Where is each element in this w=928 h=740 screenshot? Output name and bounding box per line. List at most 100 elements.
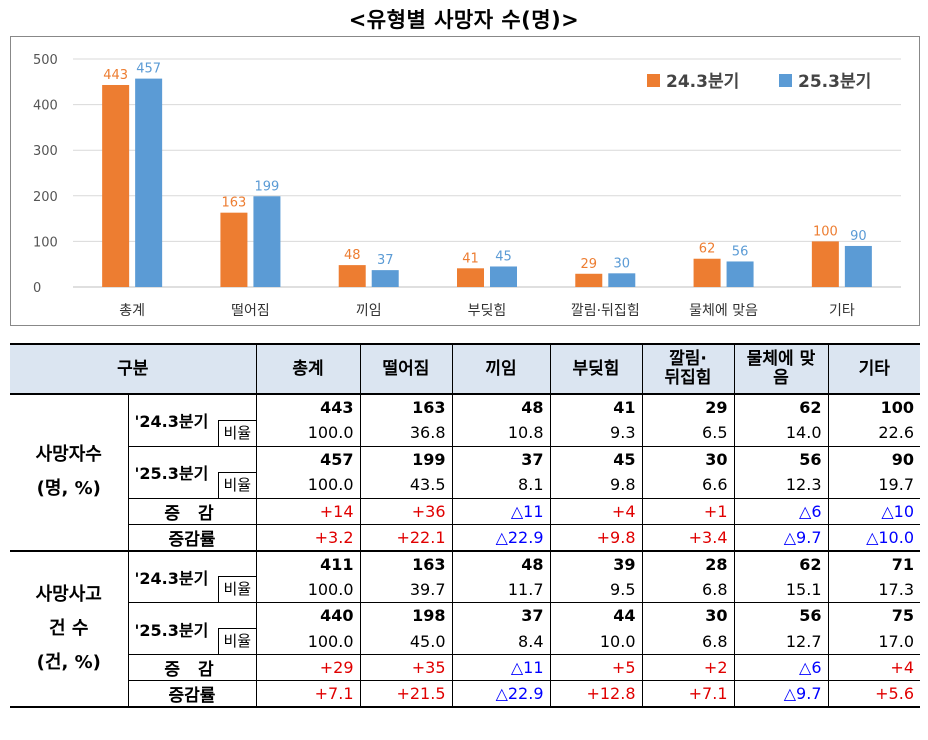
table-cell: +22.1 (359, 524, 452, 552)
category-label: 깔림·뒤집힘 (571, 303, 640, 319)
y-tick-label: 200 (33, 190, 58, 205)
table-cell: 443 (255, 393, 360, 420)
table-cell: 9.8 (549, 472, 642, 499)
data-label: 199 (255, 179, 280, 194)
ratio-label: 비율 (218, 628, 256, 654)
table-cell: +5.6 (827, 680, 920, 708)
table-cell: +12.8 (549, 680, 642, 708)
data-table: 구분 총계 떨어짐 끼임 부딪힘 깔림· 뒤집힘 물체에 맞음 기타 사망자수 (명, %) '24… (10, 343, 920, 708)
table-cell: 30 (641, 446, 734, 472)
table-cell: 6.5 (641, 420, 734, 447)
table-cell: +3.4 (641, 524, 734, 552)
table-cell: 48 (451, 393, 550, 420)
ratio-label: 비율 (218, 419, 256, 446)
data-label: 163 (222, 196, 247, 211)
table-cell: 6.6 (641, 472, 734, 499)
table-cell: 71 (827, 550, 920, 577)
data-label: 41 (462, 251, 479, 266)
category-label: 물체에 맞음 (689, 303, 758, 319)
category-label: 기타 (829, 303, 855, 319)
category-label: 총계 (119, 303, 145, 319)
bar (371, 270, 399, 287)
table-cell: △10.0 (827, 524, 920, 552)
table-cell: △6 (733, 498, 828, 525)
table-cell: 100.0 (255, 628, 360, 655)
table-cell: 163 (359, 393, 452, 420)
table-cell: +7.1 (641, 680, 734, 708)
section-label: 사망자수 (명, %) (10, 393, 129, 552)
table-cell: 14.0 (733, 420, 828, 447)
bar (811, 241, 839, 287)
table-cell: +35 (359, 654, 452, 681)
table-cell: 37 (451, 602, 550, 629)
quarter-label: '24.3분기 (128, 550, 218, 603)
bar (102, 84, 130, 287)
table-cell: △11 (451, 498, 550, 525)
table-row: 100.0 43.5 8.1 9.8 6.6 12.3 19.7 (10, 472, 920, 499)
data-label: 37 (377, 253, 394, 268)
table-cell: 17.3 (827, 576, 920, 603)
data-label: 457 (136, 62, 161, 77)
bar (338, 265, 366, 287)
table-cell: +3.2 (255, 524, 360, 552)
bar (135, 78, 163, 287)
legend-swatch (647, 74, 660, 87)
table-cell: 411 (255, 550, 360, 577)
table-cell: 8.4 (451, 628, 550, 655)
rate-label: 증감률 (128, 680, 256, 708)
table-cell: 100 (827, 393, 920, 420)
table-cell: 198 (359, 602, 452, 629)
change-label: 증 감 (128, 654, 256, 681)
table-row: '25.3분기 비율 457 199 37 45 30 56 90 (10, 446, 920, 499)
column-header: 깔림· 뒤집힘 (641, 343, 734, 395)
table-cell: 39 (549, 550, 642, 577)
rate-label: 증감률 (128, 524, 256, 552)
bar (457, 268, 484, 287)
table-cell: 12.7 (733, 628, 828, 655)
table-cell: 9.5 (549, 576, 642, 603)
table-cell: 100.0 (255, 420, 360, 447)
table-cell: 43.5 (359, 472, 452, 499)
ratio-label: 비율 (218, 471, 256, 498)
table-cell: △11 (451, 654, 550, 681)
table-cell: 39.7 (359, 576, 452, 603)
ratio-label-cell: 비율 (218, 550, 256, 603)
column-header: 끼임 (451, 343, 550, 395)
table-cell: 28 (641, 550, 734, 577)
bar-chart: 0 100 200 300 400 500 443 457 총계 163 199 떨어짐 48 37 끼임 4… (10, 36, 920, 326)
table-cell: +36 (359, 498, 452, 525)
bar (490, 266, 517, 287)
table-cell: +5 (549, 654, 642, 681)
column-header: 총계 (255, 343, 360, 395)
table-cell: 75 (827, 602, 920, 629)
table-cell: 37 (451, 446, 550, 472)
data-label: 45 (495, 249, 512, 264)
table-header-row: 구분 총계 떨어짐 끼임 부딪힘 깔림· 뒤집힘 물체에 맞음 기타 (10, 343, 920, 395)
table-row: 100.0 45.0 8.4 10.0 6.8 12.7 17.0 (10, 628, 920, 655)
y-tick-label: 300 (33, 144, 58, 159)
table-cell: △6 (733, 654, 828, 681)
table-cell: △9.7 (733, 524, 828, 552)
legend-label: 25.3분기 (798, 72, 871, 92)
bar (726, 261, 754, 287)
bar-chart-svg: 0 100 200 300 400 500 443 457 총계 163 199 떨어짐 48 37 끼임 4… (33, 53, 901, 319)
table-cell: +14 (255, 498, 360, 525)
table-cell: 22.6 (827, 420, 920, 447)
table-cell: △10 (827, 498, 920, 525)
ratio-label-cell: 비율 (218, 446, 256, 499)
ratio-label-cell: 비율 (218, 393, 256, 447)
table-cell: 9.3 (549, 420, 642, 447)
data-label: 443 (103, 68, 128, 83)
table-row: '25.3분기 비율 440 198 37 44 30 56 75 (10, 602, 920, 655)
table-cell: 90 (827, 446, 920, 472)
table-cell: △22.9 (451, 524, 550, 552)
table-cell: 12.3 (733, 472, 828, 499)
legend-label: 24.3분기 (666, 72, 739, 92)
bar (575, 273, 603, 287)
table-cell: 199 (359, 446, 452, 472)
table-row: 증 감 +14 +36 △11 +4 +1 △6 △10 (10, 498, 920, 525)
y-tick-label: 100 (33, 235, 58, 250)
page-title: <유형별 사망자 수(명)> (348, 8, 580, 32)
y-tick-label: 500 (33, 53, 58, 68)
table-row: 사망자수 (명, %) '24.3분기 비율 443 163 48 41 29 62 100 (10, 393, 920, 552)
